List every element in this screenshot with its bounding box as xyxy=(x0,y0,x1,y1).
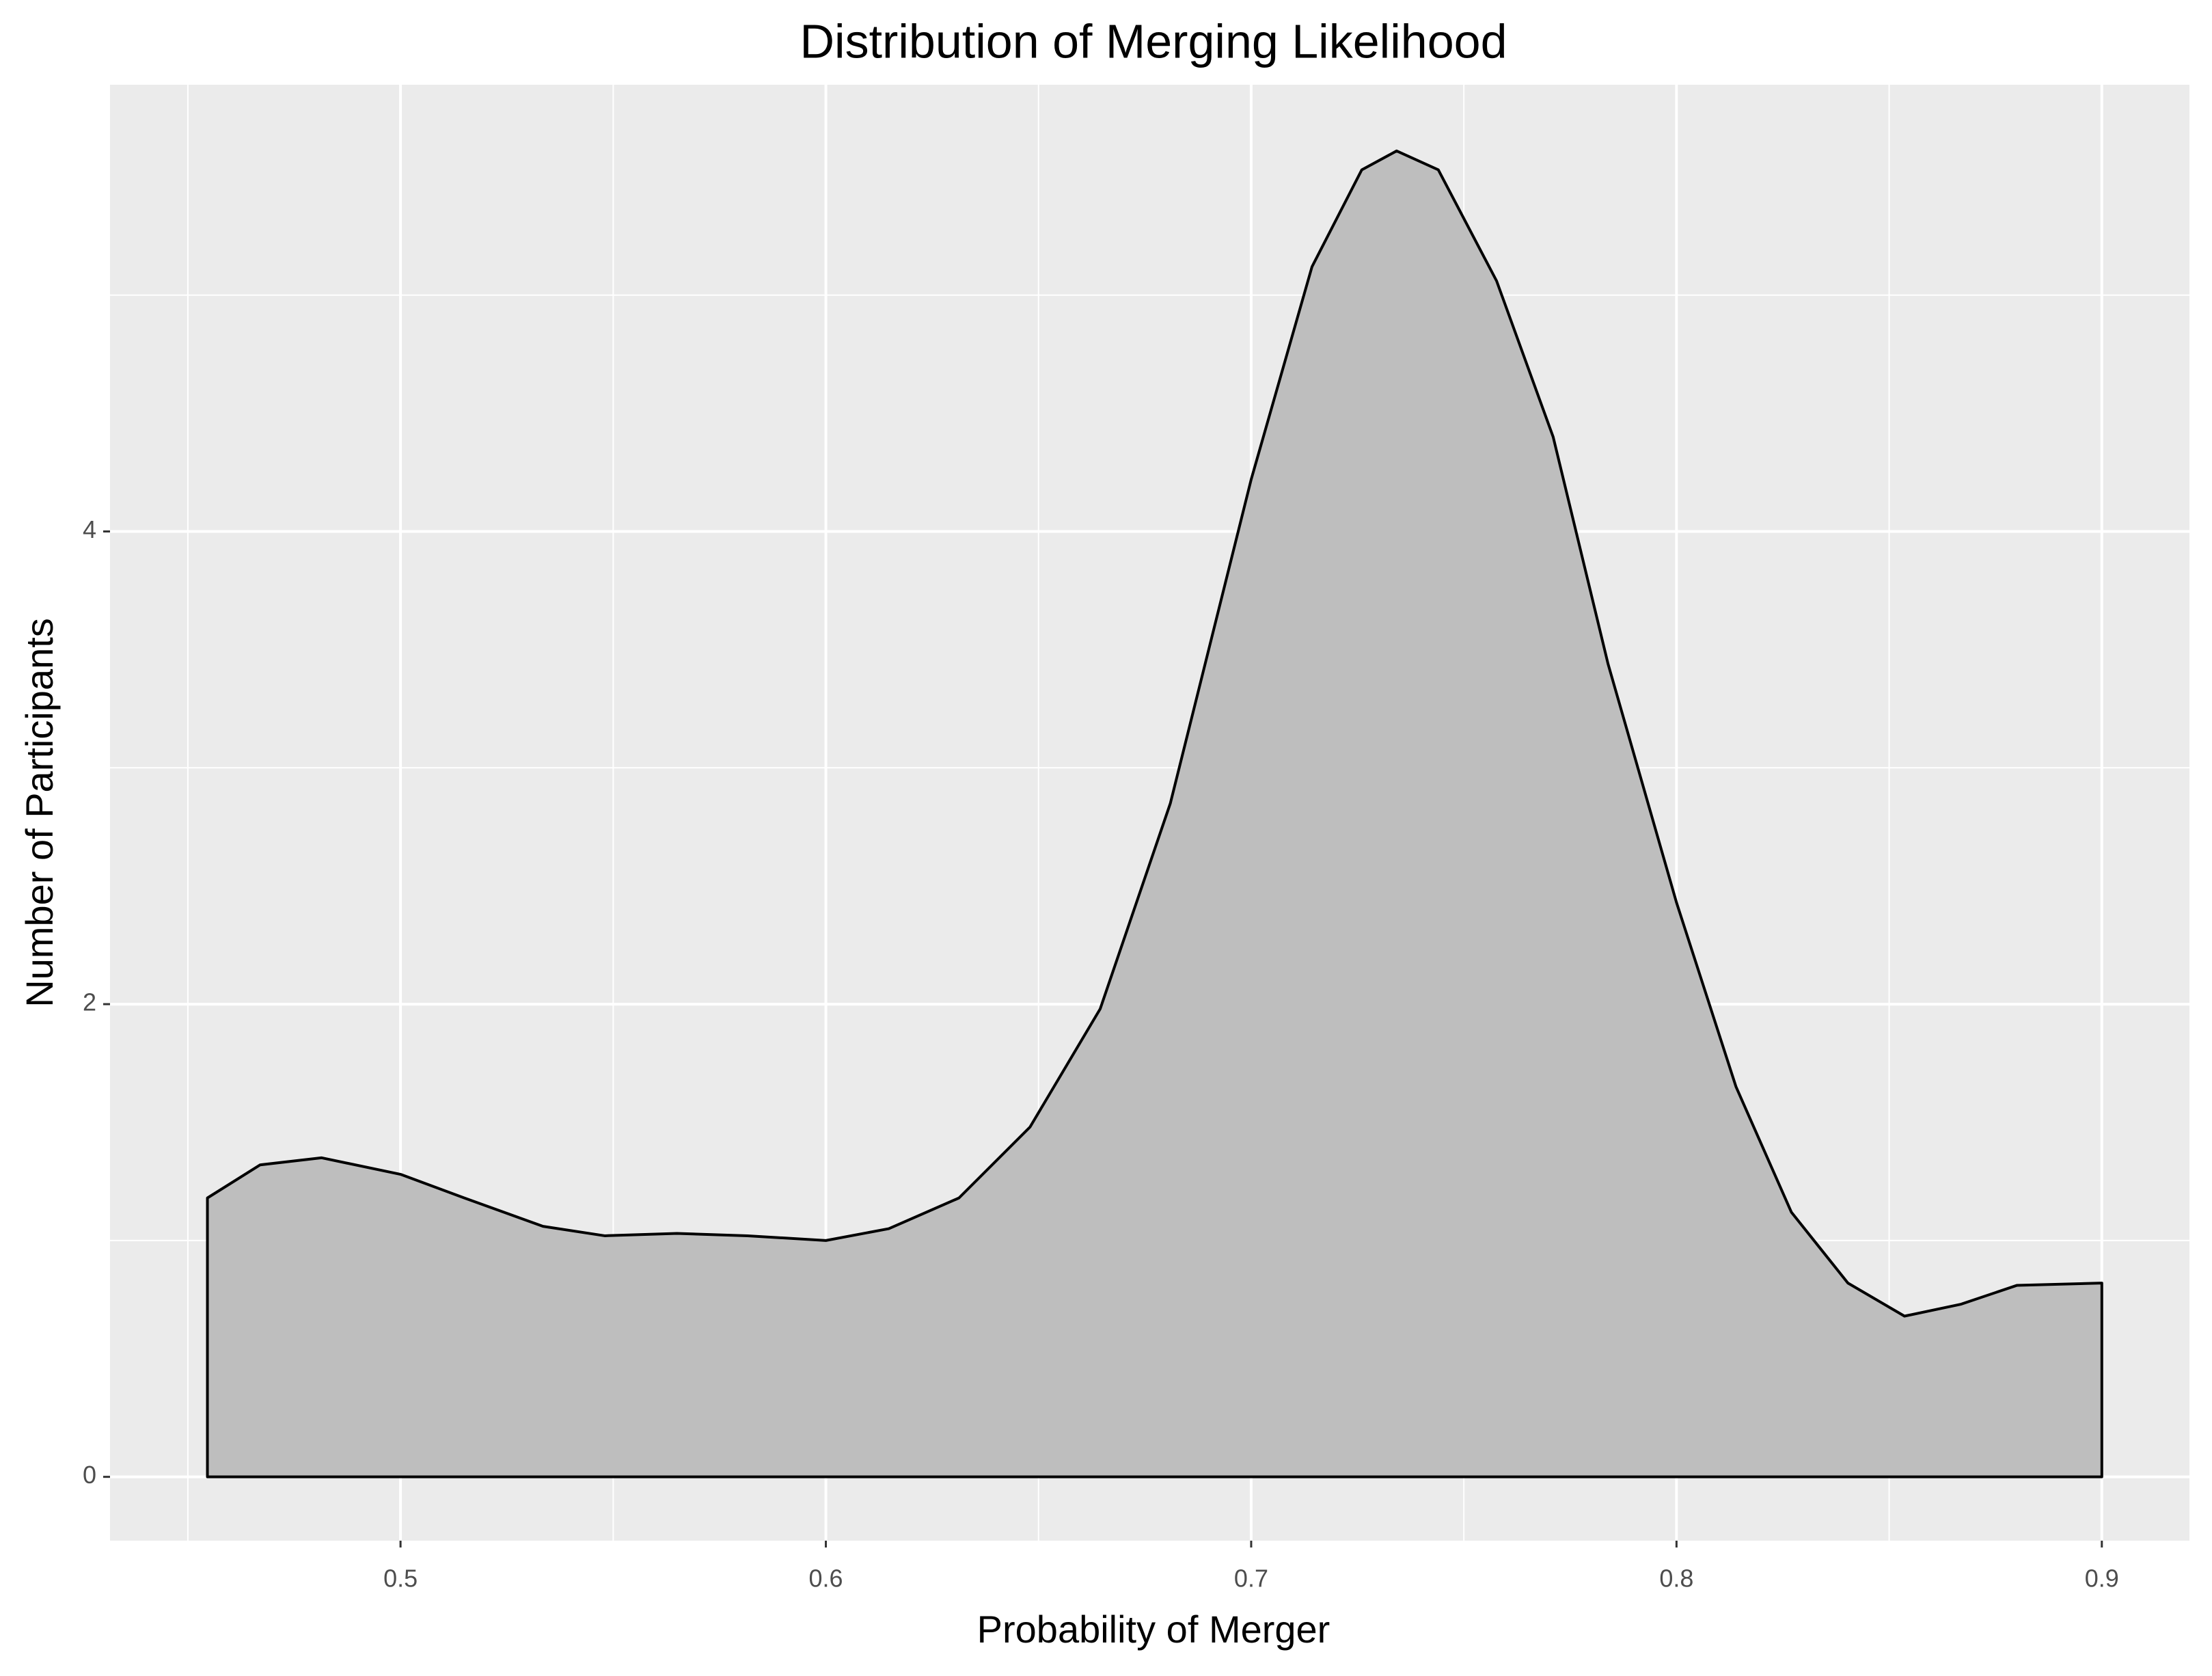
x-tick-label: 0.8 xyxy=(1659,1565,1693,1593)
marks xyxy=(206,149,2103,1478)
x-tick-label: 0.9 xyxy=(2085,1565,2119,1593)
y-tick-label: 4 xyxy=(83,515,96,543)
x-tick-label: 0.7 xyxy=(1234,1565,1268,1593)
x-axis-title: Probability of Merger xyxy=(977,1608,1330,1651)
x-tick-label: 0.5 xyxy=(383,1565,418,1593)
y-tick-label: 0 xyxy=(83,1461,96,1489)
x-tick-label: 0.6 xyxy=(809,1565,843,1593)
y-tick-label: 2 xyxy=(83,988,96,1016)
chart-title: Distribution of Merging Likelihood xyxy=(800,14,1507,68)
density-area xyxy=(206,149,2103,1478)
y-axis-title: Number of Participants xyxy=(18,618,61,1008)
